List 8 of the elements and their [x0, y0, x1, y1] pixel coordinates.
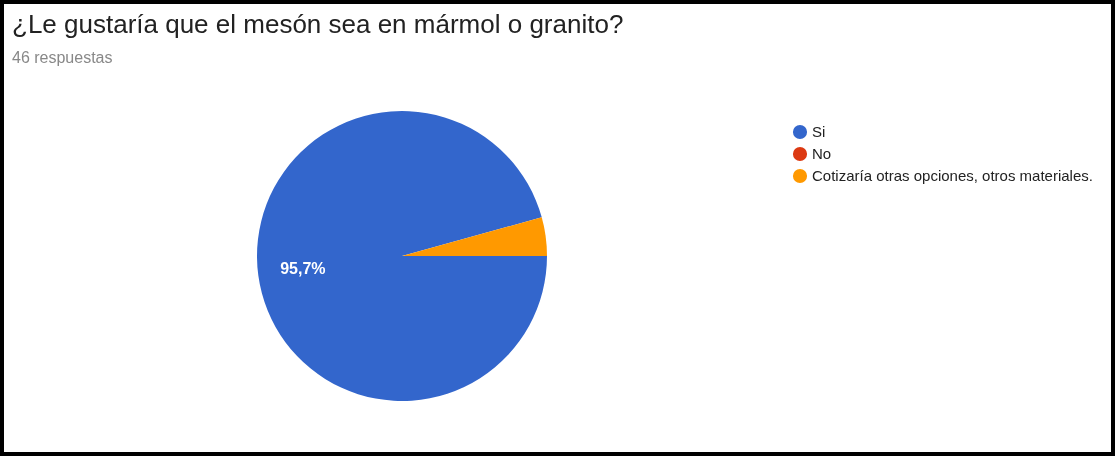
data-label: 95,7%: [280, 260, 326, 278]
pie-slice: [257, 111, 547, 401]
legend-label: No: [812, 145, 832, 162]
pie-slice: [402, 217, 547, 256]
legend-label: Si: [812, 123, 826, 140]
chart-title: ¿Le gustaría que el mesón sea en mármol o granito?: [12, 9, 624, 39]
text: 46 respuestas: [12, 49, 113, 66]
legend-label: Cotizaría otras opciones, otros materiales.: [812, 167, 1093, 184]
